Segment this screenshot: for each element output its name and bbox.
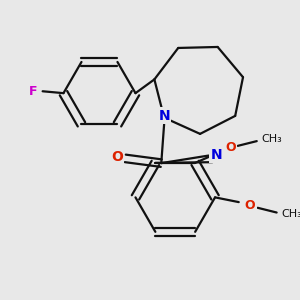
Text: H: H xyxy=(225,140,234,153)
Text: O: O xyxy=(111,150,123,164)
Text: CH₃: CH₃ xyxy=(281,209,300,219)
Text: N: N xyxy=(158,109,170,123)
Text: N: N xyxy=(210,148,222,162)
Text: O: O xyxy=(225,141,236,154)
Text: O: O xyxy=(245,200,255,212)
Text: CH₃: CH₃ xyxy=(262,134,282,144)
Text: F: F xyxy=(29,85,38,98)
